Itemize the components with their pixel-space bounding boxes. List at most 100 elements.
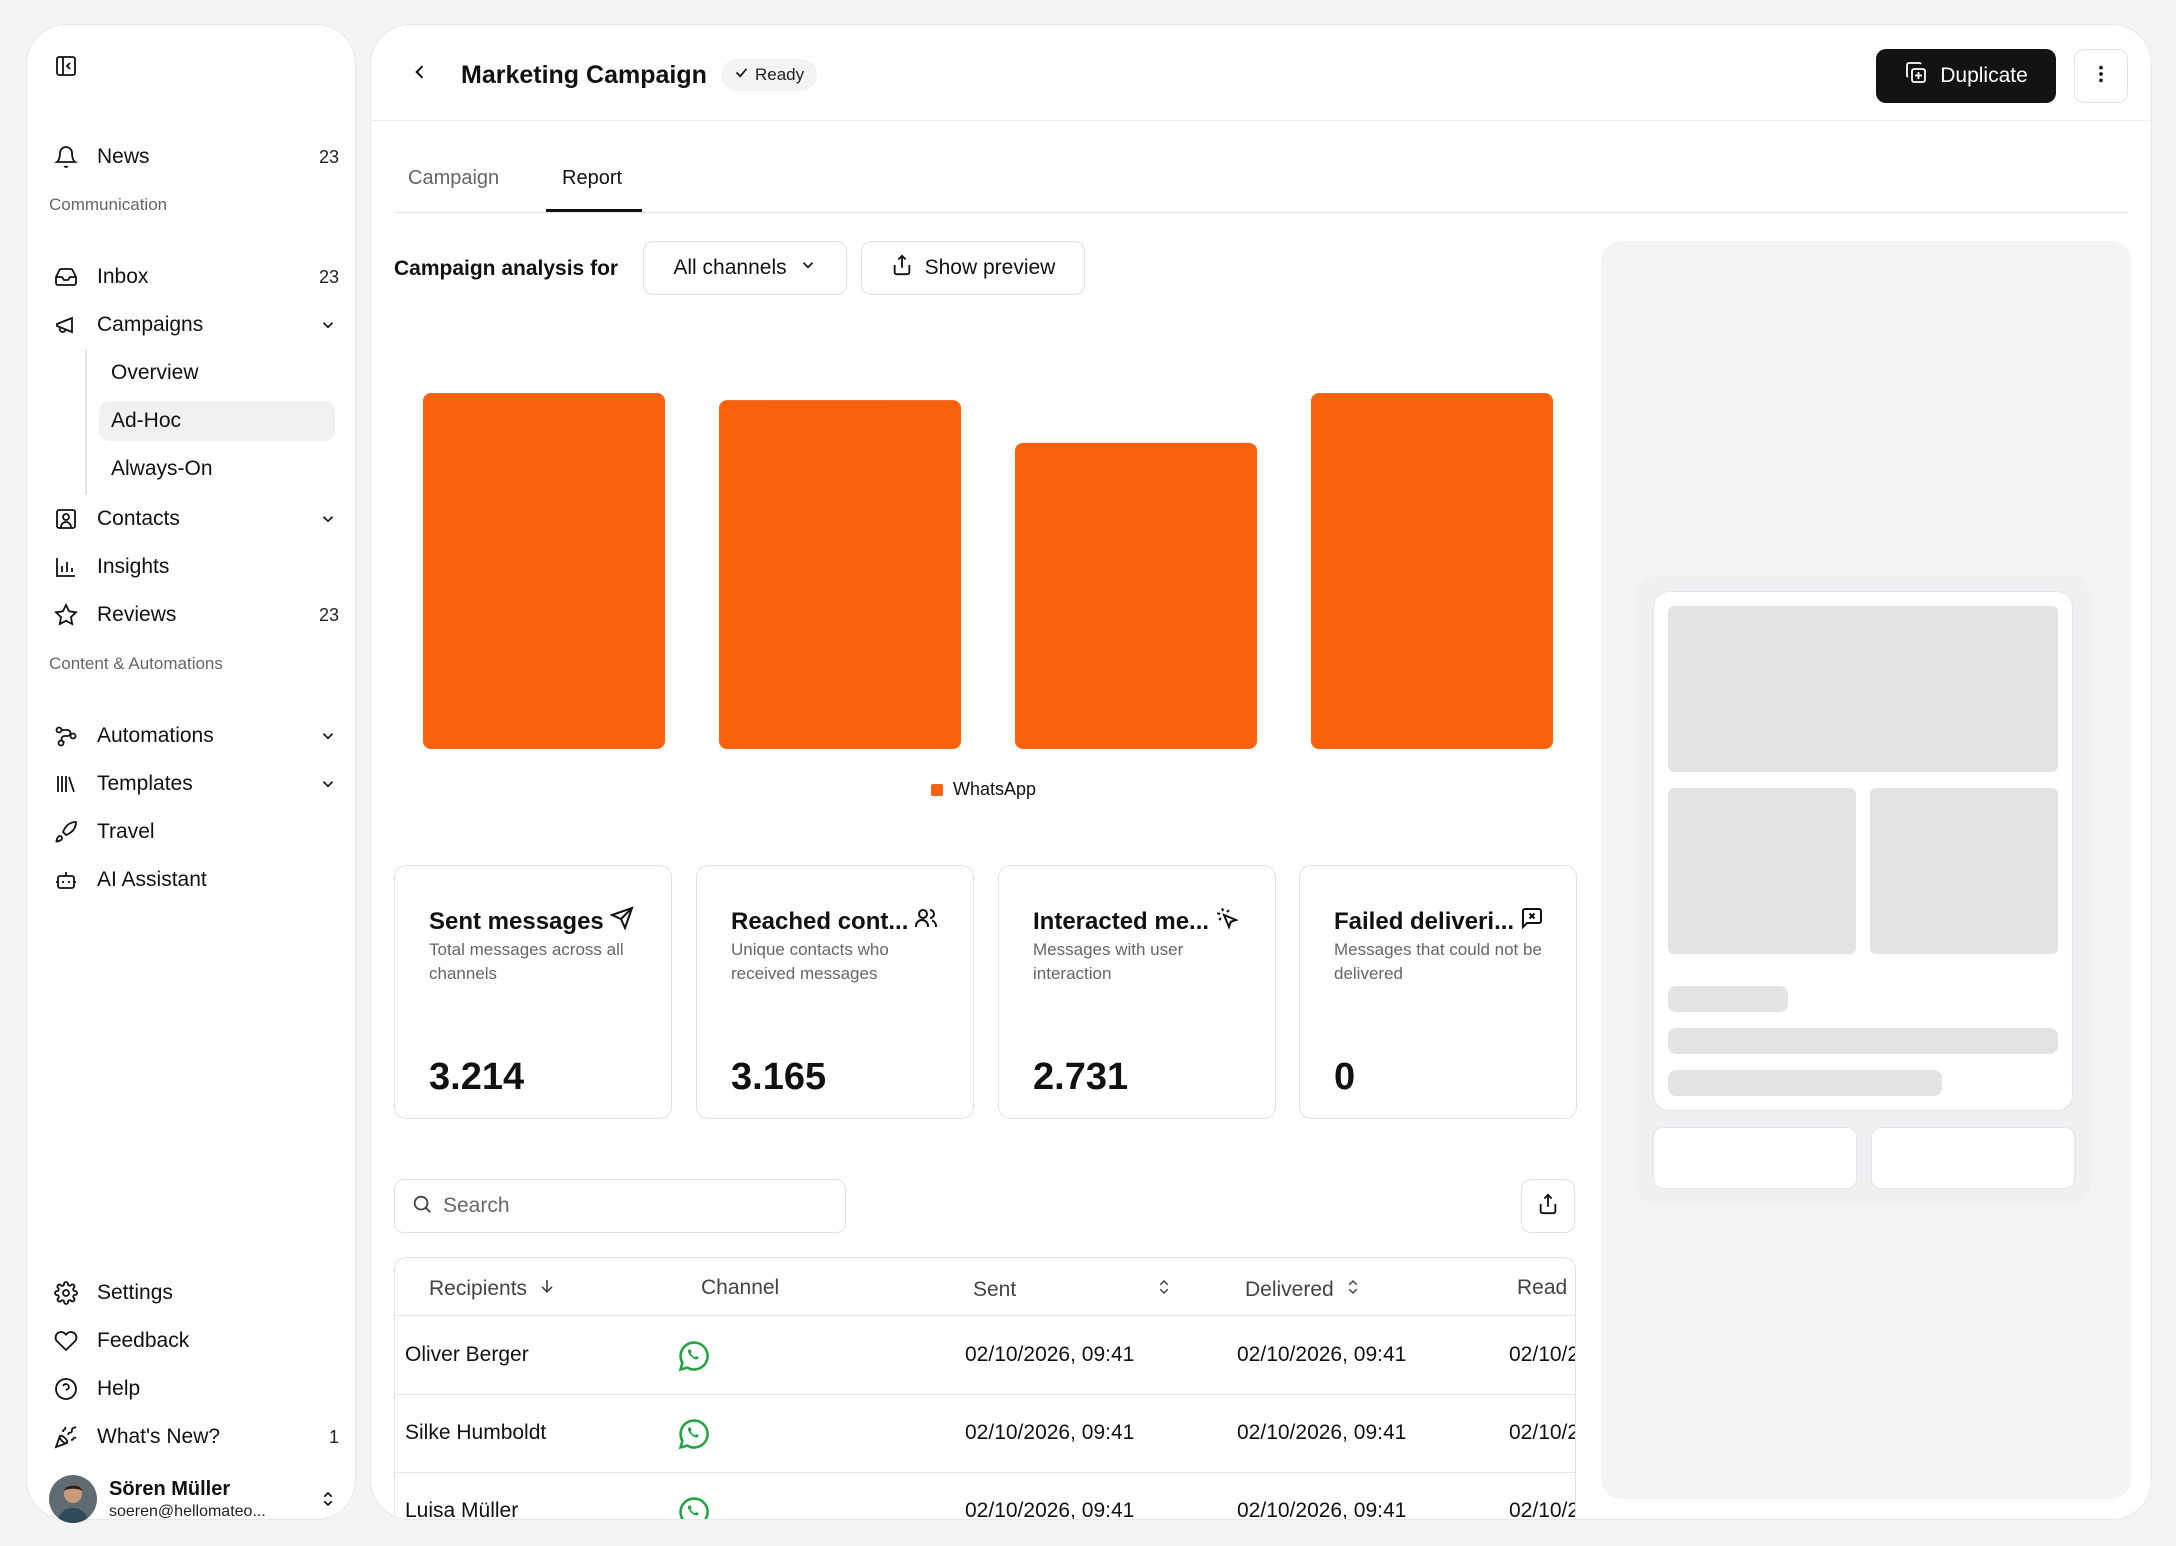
sidebar-item-label: News bbox=[97, 145, 150, 168]
text-placeholder bbox=[1668, 986, 1788, 1012]
search-input[interactable] bbox=[443, 1194, 823, 1218]
sidebar-item-label: Contacts bbox=[97, 507, 180, 530]
card-value: 0 bbox=[1334, 1056, 1356, 1098]
gear-icon bbox=[49, 1276, 83, 1310]
sidebar-item-reviews[interactable]: Reviews 23 bbox=[49, 593, 341, 637]
tab-report[interactable]: Report bbox=[562, 167, 623, 189]
image-placeholder bbox=[1668, 606, 2058, 772]
column-header-delivered[interactable]: Delivered bbox=[1245, 1276, 1362, 1304]
sidebar-item-help[interactable]: Help bbox=[49, 1367, 341, 1411]
card-description: Messages that could not be delivered bbox=[1334, 940, 1542, 983]
users-icon bbox=[914, 906, 938, 937]
chart-bar[interactable] bbox=[423, 393, 665, 749]
sidebar-item-settings[interactable]: Settings bbox=[49, 1271, 341, 1315]
main-panel: Marketing Campaign Ready Duplicate Campa… bbox=[370, 24, 2152, 1520]
chart-bar[interactable] bbox=[1311, 393, 1553, 749]
chevrons-up-down-icon[interactable] bbox=[315, 1488, 341, 1510]
card-title-text: Sent messages bbox=[429, 907, 604, 935]
header: Marketing Campaign Ready Duplicate bbox=[371, 25, 2151, 121]
column-header-read[interactable]: Read bbox=[1517, 1276, 1568, 1299]
bar-chart-icon bbox=[49, 550, 83, 584]
table-row[interactable]: Oliver Berger 02/10/2026, 09:41 02/10/20… bbox=[395, 1317, 1575, 1395]
sidebar-item-inbox[interactable]: Inbox 23 bbox=[49, 255, 341, 299]
sidebar-item-label: Insights bbox=[97, 555, 170, 578]
search-icon bbox=[411, 1193, 433, 1220]
share-icon bbox=[1537, 1193, 1559, 1220]
cell-read: 02/10/2 bbox=[1509, 1499, 1576, 1520]
sidebar-item-ai-assistant[interactable]: AI Assistant bbox=[49, 858, 341, 902]
export-button[interactable] bbox=[1521, 1179, 1575, 1233]
sort-icon bbox=[1344, 1276, 1362, 1304]
card-description: Unique contacts who received messages bbox=[731, 940, 889, 983]
sidebar-item-label: AI Assistant bbox=[97, 868, 207, 891]
whatsapp-icon bbox=[678, 1419, 709, 1450]
card-title: Interacted me... bbox=[1033, 906, 1239, 937]
more-options-button[interactable] bbox=[2074, 49, 2128, 103]
sidebar-item-campaigns[interactable]: Campaigns bbox=[49, 303, 341, 347]
card-description: Total messages across all channels bbox=[429, 940, 624, 983]
chart-legend: WhatsApp bbox=[931, 779, 1036, 800]
sidebar-collapse-icon[interactable] bbox=[49, 49, 83, 83]
chart-bar[interactable] bbox=[1015, 442, 1257, 749]
sidebar-item-label: Templates bbox=[97, 772, 193, 795]
button-placeholder bbox=[1871, 1127, 2075, 1189]
sidebar-subitem-overview[interactable]: Overview bbox=[111, 361, 199, 384]
sidebar-item-contacts[interactable]: Contacts bbox=[49, 497, 341, 541]
column-header-recipients[interactable]: Recipients bbox=[429, 1276, 557, 1302]
sidebar-item-feedback[interactable]: Feedback bbox=[49, 1319, 341, 1363]
duplicate-button[interactable]: Duplicate bbox=[1876, 49, 2056, 103]
tab-campaign[interactable]: Campaign bbox=[408, 167, 500, 189]
count-badge: 23 bbox=[318, 146, 339, 167]
cell-read: 02/10/2 bbox=[1509, 1421, 1576, 1444]
column-header-sent[interactable]: Sent bbox=[973, 1276, 1173, 1304]
cell-read: 02/10/2 bbox=[1509, 1343, 1576, 1366]
rocket-icon bbox=[49, 815, 83, 849]
chart-bar[interactable] bbox=[719, 400, 961, 749]
back-icon[interactable] bbox=[405, 57, 435, 87]
button-placeholder bbox=[1653, 1127, 1857, 1189]
cell-delivered: 02/10/2026, 09:41 bbox=[1237, 1421, 1407, 1444]
sidebar-item-label: Inbox bbox=[97, 265, 149, 288]
chevron-down-icon[interactable] bbox=[315, 771, 341, 797]
card-value: 3.165 bbox=[731, 1056, 827, 1098]
cell-sent: 02/10/2026, 09:41 bbox=[965, 1343, 1135, 1366]
column-header-channel: Channel bbox=[701, 1276, 780, 1299]
table-row[interactable]: Silke Humboldt 02/10/2026, 09:41 02/10/2… bbox=[395, 1395, 1575, 1473]
section-label-communication: Communication bbox=[49, 195, 168, 214]
column-label: Recipients bbox=[429, 1277, 528, 1300]
column-label: Sent bbox=[973, 1278, 1017, 1301]
table-row[interactable]: Luisa Müller 02/10/2026, 09:41 02/10/202… bbox=[395, 1473, 1576, 1520]
message-x-icon bbox=[1520, 906, 1544, 937]
sidebar-item-news[interactable]: News 23 bbox=[49, 135, 341, 179]
library-icon bbox=[49, 767, 83, 801]
sidebar-item-whats-new[interactable]: What's New? 1 bbox=[49, 1415, 341, 1459]
sidebar-item-templates[interactable]: Templates bbox=[49, 762, 341, 806]
sidebar-item-label: Feedback bbox=[97, 1329, 190, 1352]
card-title-text: Failed deliveri... bbox=[1334, 907, 1515, 935]
show-preview-button[interactable]: Show preview bbox=[861, 241, 1085, 295]
sidebar-item-automations[interactable]: Automations bbox=[49, 714, 341, 758]
analysis-label: Campaign analysis for bbox=[394, 257, 619, 280]
chevron-down-icon[interactable] bbox=[315, 312, 341, 338]
text-placeholder bbox=[1668, 1028, 2058, 1054]
card-title-text: Reached cont... bbox=[731, 907, 909, 935]
count-badge: 1 bbox=[328, 1426, 339, 1447]
stat-card-sent: Sent messages Total messages across all … bbox=[394, 865, 672, 1119]
chevron-down-icon[interactable] bbox=[315, 506, 341, 532]
sidebar-subitem-always-on[interactable]: Always-On bbox=[111, 457, 213, 480]
sidebar-item-travel[interactable]: Travel bbox=[49, 810, 341, 854]
chevron-down-icon bbox=[799, 256, 817, 280]
sidebar-subitem-ad-hoc[interactable]: Ad-Hoc bbox=[99, 401, 335, 441]
chevron-down-icon[interactable] bbox=[315, 723, 341, 749]
cell-sent: 02/10/2026, 09:41 bbox=[965, 1421, 1135, 1444]
sidebar-item-label: Help bbox=[97, 1377, 141, 1400]
sidebar-item-insights[interactable]: Insights bbox=[49, 545, 341, 589]
channel-select[interactable]: All channels bbox=[643, 241, 847, 295]
star-icon bbox=[49, 598, 83, 632]
contact-book-icon bbox=[49, 502, 83, 536]
check-icon bbox=[734, 65, 749, 85]
user-menu[interactable]: Sören Müller soeren@hellomateo... bbox=[49, 1471, 341, 1527]
inbox-icon bbox=[49, 260, 83, 294]
text-placeholder bbox=[1668, 1070, 1942, 1096]
message-preview-skeleton bbox=[1635, 575, 2091, 1205]
